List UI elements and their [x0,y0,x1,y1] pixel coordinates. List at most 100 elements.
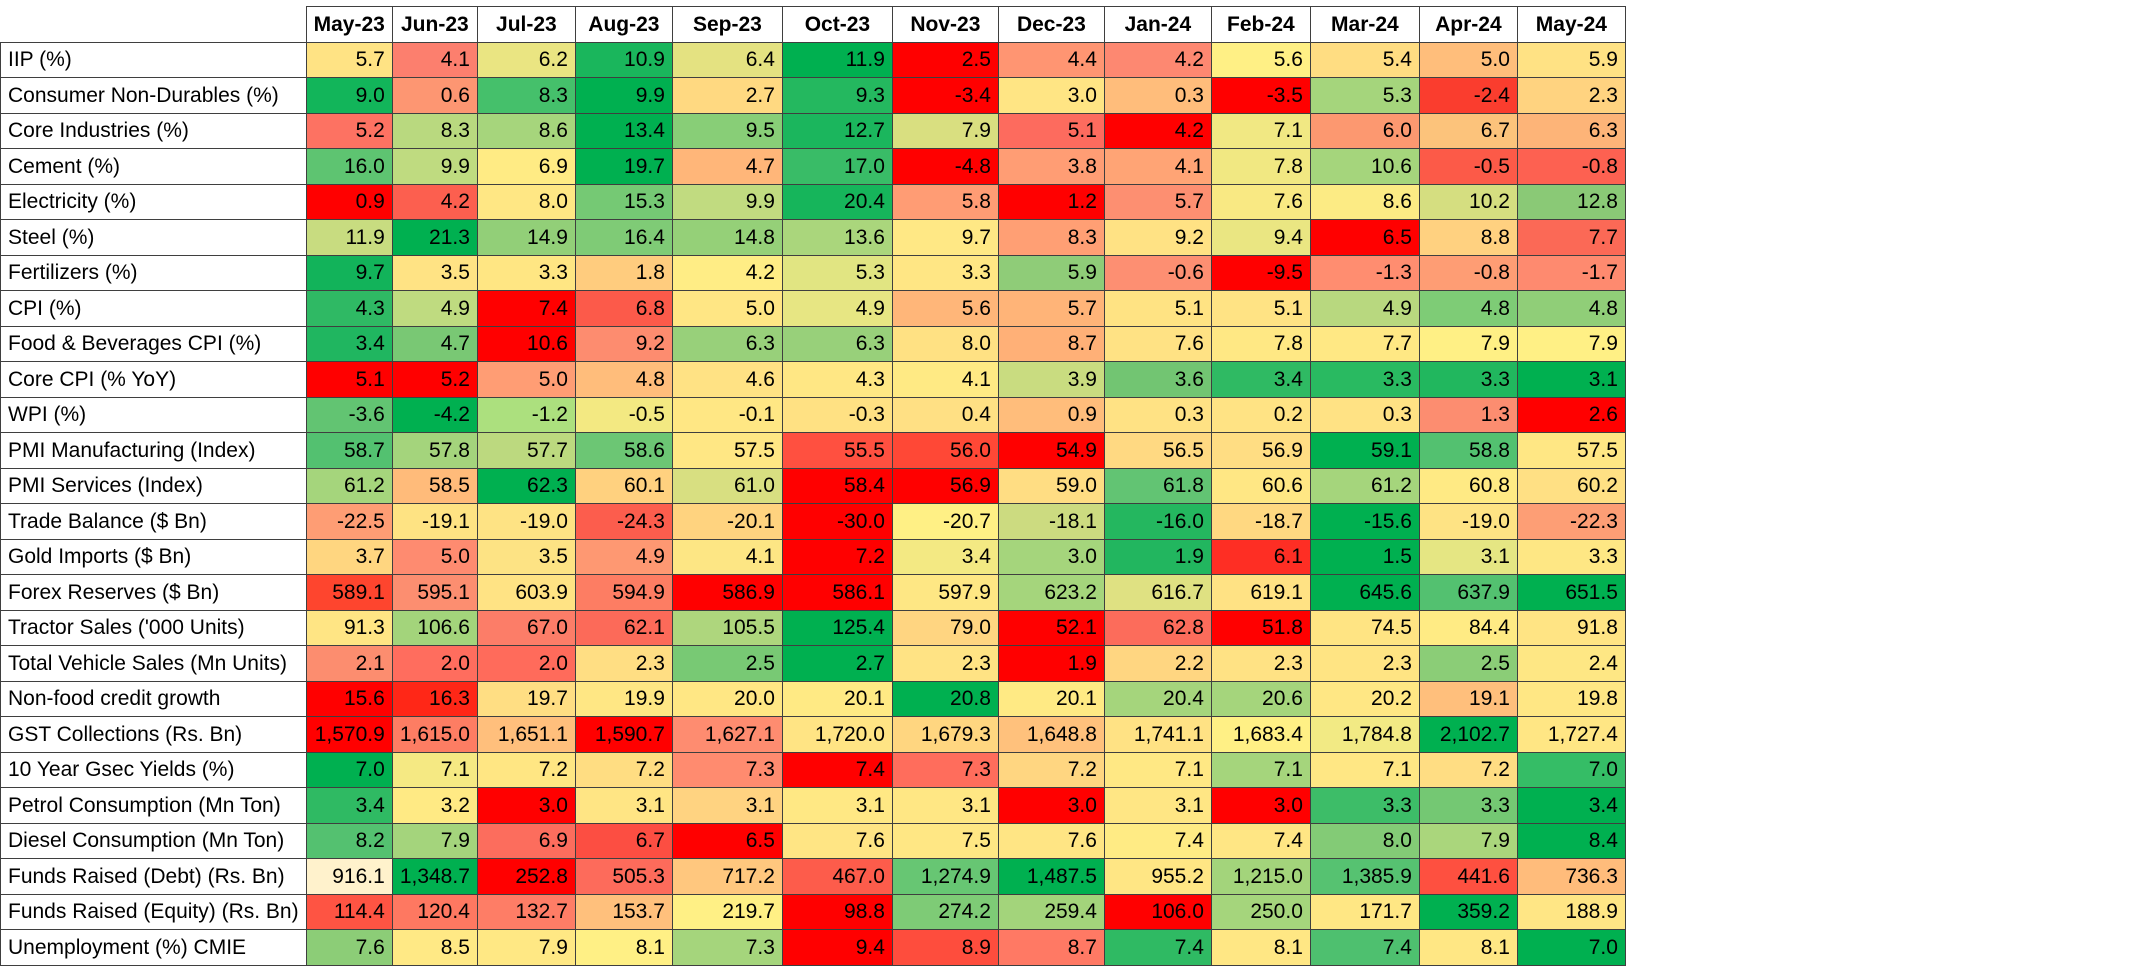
heatmap-cell: 2.5 [671,645,783,682]
heatmap-cell: 1.9 [1103,538,1212,575]
heatmap-cell: 7.9 [391,822,478,859]
heatmap-cell: 2.5 [891,41,999,78]
heatmap-cell: 0.3 [1309,396,1420,433]
heatmap-cell: 717.2 [671,858,783,895]
heatmap-cell: 9.7 [891,219,999,256]
heatmap-cell: 56.9 [891,467,999,504]
heatmap-cell: 2.7 [781,645,893,682]
heatmap-cell: 19.7 [476,680,576,717]
heatmap-cell: 4.8 [1516,290,1626,327]
heatmap-cell: 56.0 [891,432,999,469]
heatmap-cell: 4.1 [1103,148,1212,185]
heatmap-cell: 62.1 [574,609,673,646]
heatmap-cell: 3.3 [891,254,999,291]
heatmap-cell: 7.8 [1210,325,1311,362]
heatmap-cell: 4.9 [391,290,478,327]
row-label: Core CPI (% YoY) [0,361,307,398]
heatmap-cell: 5.1 [1210,290,1311,327]
column-header: Dec-23 [997,6,1105,43]
heatmap-row: Gold Imports ($ Bn) 3.7 5.0 3.5 4.9 4.1 7.2 3.4… [0,538,1626,575]
row-label: Non-food credit growth [0,680,307,717]
heatmap-cell: 19.7 [574,148,673,185]
heatmap-cell: 1,679.3 [891,716,999,753]
heatmap-cell: 7.6 [1103,325,1212,362]
heatmap-cell: 7.2 [997,751,1105,788]
heatmap-cell: 61.8 [1103,467,1212,504]
heatmap-cell: 3.0 [997,787,1105,824]
row-label: Electricity (%) [0,183,307,220]
heatmap-cell: 3.3 [1418,361,1518,398]
heatmap-table: May-23 Jun-23 Jul-23 Aug-23 Sep-23 Oct-23 Nov-… [0,6,1626,966]
heatmap-cell: 5.7 [997,290,1105,327]
heatmap-cell: 60.6 [1210,467,1311,504]
heatmap-cell: 7.9 [891,112,999,149]
column-header: Sep-23 [671,6,783,43]
heatmap-cell: 1.3 [1418,396,1518,433]
heatmap-cell: -0.8 [1516,148,1626,185]
heatmap-cell: 5.7 [1103,183,1212,220]
heatmap-cell: 1.9 [997,645,1105,682]
heatmap-cell: 20.1 [997,680,1105,717]
heatmap-cell: 7.7 [1309,325,1420,362]
heatmap-cell: 61.2 [305,467,393,504]
heatmap-cell: 7.4 [1103,929,1212,966]
heatmap-cell: 61.0 [671,467,783,504]
heatmap-cell: 4.3 [305,290,393,327]
row-label: Food & Beverages CPI (%) [0,325,307,362]
heatmap-cell: 7.0 [305,751,393,788]
row-label: Core Industries (%) [0,112,307,149]
heatmap-cell: 7.6 [781,822,893,859]
heatmap-cell: 60.8 [1418,467,1518,504]
heatmap-cell: 15.3 [574,183,673,220]
heatmap-cell: 6.8 [574,290,673,327]
row-label: Funds Raised (Debt) (Rs. Bn) [0,858,307,895]
heatmap-cell: 14.9 [476,219,576,256]
heatmap-cell: 1,648.8 [997,716,1105,753]
heatmap-cell: -20.7 [891,503,999,540]
heatmap-cell: 9.4 [781,929,893,966]
heatmap-cell: 6.3 [781,325,893,362]
heatmap-cell: 17.0 [781,148,893,185]
heatmap-cell: 5.1 [305,361,393,398]
heatmap-cell: 3.1 [574,787,673,824]
heatmap-cell: 3.7 [305,538,393,575]
heatmap-cell: 252.8 [476,858,576,895]
heatmap-cell: 5.9 [997,254,1105,291]
heatmap-cell: 7.2 [1418,751,1518,788]
heatmap-cell: 4.2 [391,183,478,220]
heatmap-cell: 916.1 [305,858,393,895]
row-label: Trade Balance ($ Bn) [0,503,307,540]
heatmap-cell: 7.0 [1516,751,1626,788]
heatmap-cell: 259.4 [997,893,1105,930]
row-label: PMI Manufacturing (Index) [0,432,307,469]
heatmap-cell: 589.1 [305,574,393,611]
heatmap-cell: 2.7 [671,77,783,114]
heatmap-cell: 6.7 [1418,112,1518,149]
heatmap-cell: 3.3 [1418,787,1518,824]
heatmap-cell: 8.4 [1516,822,1626,859]
heatmap-row: Cement (%) 16.0 9.9 6.9 19.7 4.7 17.0 -4.8 3.8 4.… [0,148,1626,185]
heatmap-cell: 7.2 [476,751,576,788]
column-header: Apr-24 [1418,6,1518,43]
heatmap-cell: 1,348.7 [391,858,478,895]
heatmap-cell: 4.2 [1103,41,1212,78]
heatmap-cell: 2.6 [1516,396,1626,433]
heatmap-cell: 11.9 [781,41,893,78]
heatmap-cell: 597.9 [891,574,999,611]
heatmap-cell: 9.3 [781,77,893,114]
heatmap-cell: 3.0 [997,538,1105,575]
row-label: Forex Reserves ($ Bn) [0,574,307,611]
heatmap-cell: 7.6 [997,822,1105,859]
heatmap-cell: 7.3 [891,751,999,788]
heatmap-cell: 6.3 [1516,112,1626,149]
heatmap-cell: 603.9 [476,574,576,611]
heatmap-cell: 3.0 [1210,787,1311,824]
heatmap-cell: 4.9 [574,538,673,575]
heatmap-cell: 9.5 [671,112,783,149]
heatmap-cell: 8.7 [997,929,1105,966]
heatmap-cell: 9.2 [1103,219,1212,256]
heatmap-cell: 7.0 [1516,929,1626,966]
heatmap-cell: -15.6 [1309,503,1420,540]
row-label: IIP (%) [0,41,307,78]
heatmap-cell: 9.0 [305,77,393,114]
